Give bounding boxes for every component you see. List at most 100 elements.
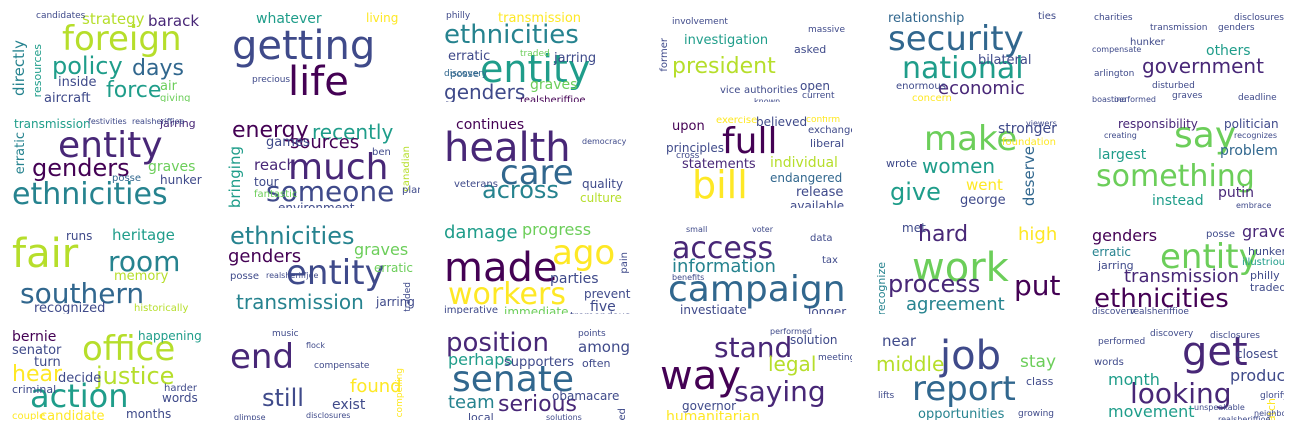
cloud-word: end: [230, 337, 295, 377]
cloud-word: discovery: [1092, 307, 1136, 315]
cloud-word: embrace: [1236, 201, 1272, 209]
cloud-word: meeting: [818, 353, 852, 363]
cloud-word: fair: [12, 231, 79, 277]
word-cloud-13: fair room southern heritage memory runs recogn…: [10, 222, 204, 314]
cloud-word: erratic: [13, 132, 28, 175]
cloud-word: energy: [232, 118, 309, 143]
cloud-word: class: [1026, 375, 1054, 388]
cloud-word: performed: [770, 328, 812, 336]
cloud-word: position: [446, 328, 549, 358]
cloud-word: get: [1182, 329, 1248, 375]
cloud-word: much: [288, 147, 389, 188]
cloud-word: available: [790, 199, 845, 208]
cloud-word: still: [262, 384, 304, 412]
cloud-word: traded: [520, 49, 550, 59]
cloud-word: workers: [448, 277, 566, 312]
cloud-word: entity: [286, 253, 385, 293]
cloud-word: days: [132, 56, 184, 81]
cloud-word: bill: [692, 163, 748, 207]
cloud-word: charities: [1094, 13, 1133, 23]
cloud-word: full: [722, 121, 778, 162]
word-cloud-8: much someone energy recently sources games rea…: [226, 116, 420, 208]
cloud-word: hunker: [1248, 245, 1284, 258]
cloud-word: say: [1174, 116, 1237, 156]
cloud-word: policy: [52, 52, 123, 80]
cloud-word: criminal: [12, 383, 57, 396]
cloud-word: precious: [252, 75, 291, 85]
cloud-word: jarring: [1098, 259, 1134, 272]
cloud-word: open: [800, 79, 830, 93]
cloud-word: ethnicities: [230, 222, 355, 250]
cloud-word: ethnicities: [444, 20, 579, 50]
cloud-word: transmission: [1150, 23, 1208, 33]
cloud-word: realsheriffjoe: [520, 95, 586, 103]
cloud-word: endangered: [770, 171, 843, 185]
cloud-word: posse: [112, 173, 142, 184]
cloud-word: office: [82, 329, 176, 369]
cloud-word: believed: [756, 116, 808, 129]
cloud-word: entity: [1160, 237, 1259, 277]
cloud-word: disturbed: [1152, 81, 1195, 91]
cloud-word: illustrious: [1242, 257, 1284, 268]
cloud-word: entity: [58, 125, 163, 166]
cloud-word: games: [266, 135, 310, 150]
cloud-word: investigation: [684, 33, 769, 48]
cloud-word: posse: [450, 69, 480, 80]
cloud-word: stronger: [998, 121, 1057, 137]
cloud-word: imperative: [444, 305, 499, 315]
cloud-word: way: [660, 353, 741, 399]
cloud-word: george: [960, 193, 1006, 208]
cloud-word: tremendous: [570, 312, 630, 315]
cloud-word: directly: [10, 40, 28, 96]
cloud-word: resources: [31, 44, 44, 98]
cloud-word: realsheriffjoe: [266, 271, 319, 280]
cloud-word: something: [1096, 159, 1255, 194]
cloud-word: happening: [138, 329, 202, 343]
cloud-word: massive: [808, 25, 846, 35]
cloud-word: harder: [164, 383, 198, 394]
cloud-word: others: [1206, 43, 1251, 59]
cloud-word: transmission: [14, 117, 91, 131]
cloud-word: genders: [32, 154, 130, 182]
cloud-word: obamacare: [552, 389, 620, 403]
cloud-word: erratic: [374, 261, 414, 275]
cloud-word: movement: [1108, 402, 1195, 420]
cloud-word: confirm: [806, 116, 841, 125]
cloud-word: problem: [1220, 143, 1278, 159]
cloud-word: transmission: [1124, 266, 1239, 287]
cloud-word: performed: [1114, 95, 1156, 103]
cloud-word: compelling: [395, 368, 405, 418]
cloud-word: saying: [734, 375, 826, 408]
word-cloud-19: office action justice bernie senator turn hear…: [10, 328, 204, 420]
cloud-word: graves: [148, 159, 196, 175]
cloud-word: philly: [1250, 269, 1280, 282]
cloud-word: national: [902, 51, 1024, 86]
word-cloud-22: way stand legal saying governor humanitarian s…: [658, 328, 852, 420]
cloud-word: glorify: [1260, 391, 1284, 401]
cloud-word: among: [578, 338, 631, 356]
cloud-word: compensate: [314, 361, 370, 371]
cloud-word: erratic: [448, 49, 491, 64]
cloud-word: largest: [1098, 147, 1147, 163]
cloud-word: points: [578, 329, 606, 339]
cloud-word: stand: [714, 331, 793, 364]
cloud-word: put: [1014, 269, 1061, 302]
word-cloud-11: make women give stronger wrote went george dese…: [874, 116, 1068, 208]
word-cloud-23: job report middle near stay opportunities clas…: [874, 328, 1068, 420]
cloud-word: getting: [232, 23, 376, 69]
cloud-word: legal: [768, 352, 817, 376]
cloud-word: candidate: [40, 409, 105, 420]
cloud-word: living: [366, 11, 399, 25]
word-cloud-2: getting life whatever living precious: [226, 10, 420, 102]
cloud-word: whatever: [256, 11, 322, 27]
cloud-word: ties: [1038, 11, 1057, 22]
cloud-word: pain: [619, 252, 630, 274]
cloud-word: statements: [682, 157, 756, 172]
cloud-word: stay: [1020, 352, 1057, 372]
cloud-word: exist: [332, 397, 366, 413]
cloud-word: benefits: [672, 273, 705, 282]
cloud-word: known: [754, 97, 781, 103]
cloud-word: individual: [770, 155, 838, 171]
